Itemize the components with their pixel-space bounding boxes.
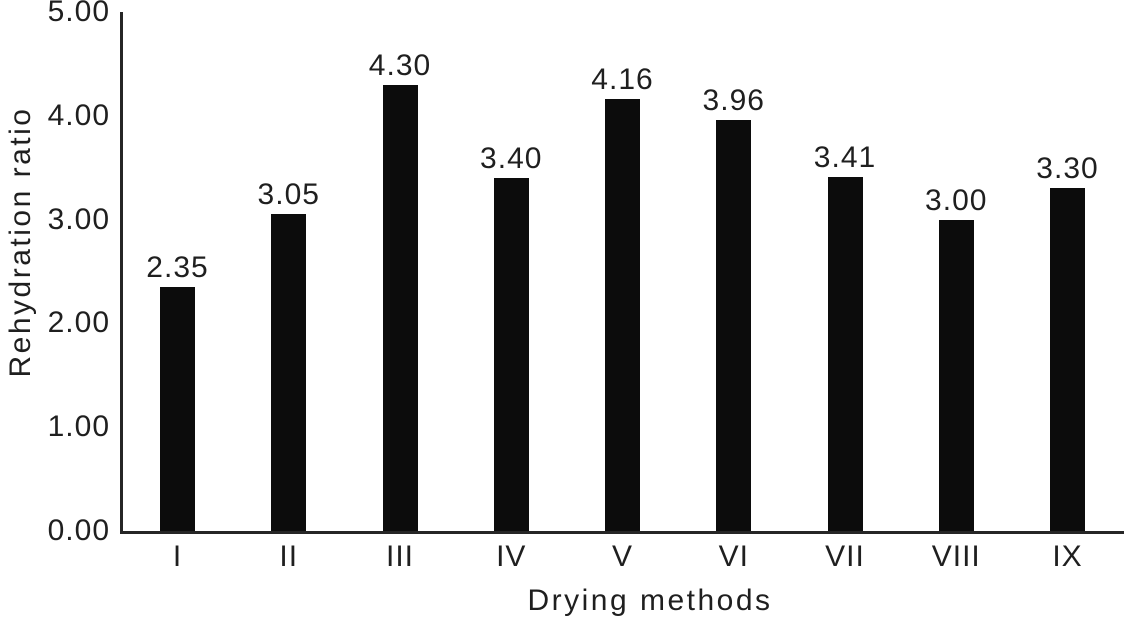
x-axis-tick-labels: I II III IV V VI VII VIII IX bbox=[123, 540, 1124, 576]
x-tick-label: VII bbox=[825, 540, 865, 573]
bar bbox=[716, 119, 752, 531]
bar bbox=[938, 219, 974, 531]
x-tick-label: II bbox=[279, 540, 299, 573]
bar-group: 3.41 bbox=[785, 141, 905, 531]
y-tick-label: 2.00 bbox=[47, 306, 110, 340]
bar-value-label: 3.40 bbox=[480, 142, 543, 176]
x-tick-label: III bbox=[385, 540, 415, 573]
x-tick-label: I bbox=[172, 540, 183, 573]
y-tick-label: 0.00 bbox=[47, 514, 110, 547]
bar-group: 3.05 bbox=[229, 178, 349, 531]
y-tick-label: 4.00 bbox=[47, 98, 110, 132]
bar-value-label: 3.96 bbox=[702, 83, 765, 117]
bar bbox=[382, 84, 418, 531]
y-tick-label: 5.00 bbox=[47, 0, 110, 28]
bar-group: 3.30 bbox=[1008, 152, 1124, 531]
bar bbox=[827, 177, 863, 531]
bar bbox=[1050, 188, 1085, 531]
bar bbox=[605, 99, 640, 531]
y-axis-tick-labels: 0.00 1.00 2.00 3.00 4.00 5.00 bbox=[0, 0, 110, 621]
bar-value-label: 3.05 bbox=[257, 178, 320, 212]
x-tick-label: VI bbox=[718, 540, 749, 573]
bar-value-label: 4.30 bbox=[368, 48, 432, 82]
x-tick-label: IX bbox=[1052, 540, 1083, 573]
bar-value-label: 2.35 bbox=[146, 251, 209, 285]
bar-group: 3.96 bbox=[674, 84, 794, 531]
x-tick-label: IV bbox=[496, 540, 527, 573]
bar bbox=[160, 287, 195, 531]
y-tick-label: 3.00 bbox=[47, 202, 110, 236]
x-axis-title: Drying methods bbox=[527, 584, 773, 617]
bar-value-label: 4.16 bbox=[591, 63, 654, 97]
plot-area: 2.35 3.05 4.30 3.40 4.16 3.96 3.41 3.00 3.30 bbox=[120, 12, 1124, 534]
bar-value-label: 3.41 bbox=[813, 141, 877, 175]
x-tick-label: V bbox=[611, 540, 634, 573]
bar-value-label: 3.30 bbox=[1036, 152, 1099, 186]
bar bbox=[271, 214, 307, 531]
bar-group: 3.40 bbox=[451, 142, 571, 531]
bar-group: 3.00 bbox=[896, 184, 1016, 531]
bar-group: 4.16 bbox=[563, 63, 683, 531]
y-tick-label: 1.00 bbox=[47, 410, 110, 444]
bar-group: 2.35 bbox=[118, 251, 238, 531]
bar-value-label: 3.00 bbox=[925, 183, 988, 217]
x-tick-label: VIII bbox=[931, 540, 981, 573]
bar bbox=[493, 178, 529, 531]
bar-group: 4.30 bbox=[340, 49, 460, 531]
